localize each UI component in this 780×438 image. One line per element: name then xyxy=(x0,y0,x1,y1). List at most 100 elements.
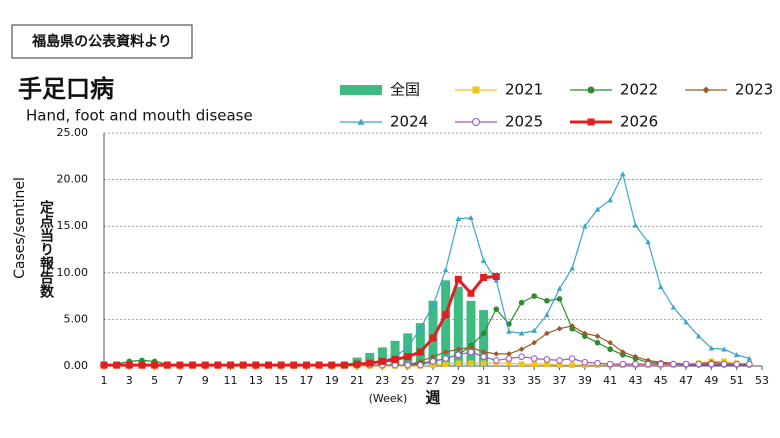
point xyxy=(544,311,550,317)
x-tick-label: 29 xyxy=(451,374,465,387)
y-tick-label: 0.00 xyxy=(64,359,89,372)
bar xyxy=(390,340,400,366)
point xyxy=(530,355,538,362)
legend-label: 2026 xyxy=(620,113,658,131)
legend-swatch xyxy=(340,85,382,95)
x-tick-label: 31 xyxy=(477,374,491,387)
point xyxy=(594,333,601,339)
point xyxy=(430,302,436,308)
point xyxy=(518,353,525,360)
point xyxy=(468,344,474,351)
point xyxy=(632,353,639,360)
point xyxy=(480,360,487,367)
point xyxy=(543,356,551,363)
point xyxy=(417,361,424,369)
point xyxy=(176,361,184,369)
x-tick-label: 5 xyxy=(151,374,158,387)
x-tick-label: 27 xyxy=(426,374,440,387)
point xyxy=(480,353,487,360)
point xyxy=(239,361,247,369)
point xyxy=(645,239,651,245)
point xyxy=(506,360,512,367)
legend-marker xyxy=(587,118,595,126)
x-axis-label: (Week) xyxy=(369,392,408,405)
bar xyxy=(466,300,476,366)
chart-subtitle: Hand, foot and mouth disease xyxy=(26,107,253,125)
point xyxy=(632,222,639,228)
point xyxy=(429,358,437,365)
point xyxy=(632,360,639,368)
point xyxy=(582,330,588,337)
point xyxy=(265,361,272,369)
x-tick-label: 49 xyxy=(704,374,718,387)
legend-label: 2024 xyxy=(390,113,428,131)
point xyxy=(620,349,626,355)
point xyxy=(493,306,500,312)
point xyxy=(493,351,500,357)
point xyxy=(606,360,614,368)
legend-label: 2023 xyxy=(735,81,773,99)
x-tick-label: 47 xyxy=(679,374,693,387)
point xyxy=(454,275,462,283)
point xyxy=(467,289,475,297)
point xyxy=(290,361,298,369)
point xyxy=(531,293,538,299)
point xyxy=(505,355,513,362)
x-tick-label: 11 xyxy=(224,374,238,387)
x-tick-label: 17 xyxy=(299,374,313,387)
series-line xyxy=(103,295,750,366)
point xyxy=(125,361,133,369)
point xyxy=(594,206,601,212)
point xyxy=(670,304,677,310)
x-tick-label: 19 xyxy=(325,374,339,387)
y-tick-label: 20.00 xyxy=(57,173,89,186)
y-tick-label: 5.00 xyxy=(64,312,89,325)
point xyxy=(227,361,235,369)
point xyxy=(518,299,525,306)
bar xyxy=(441,280,451,366)
point xyxy=(556,357,563,364)
point xyxy=(518,330,525,336)
point xyxy=(544,330,550,337)
point xyxy=(607,346,613,353)
point xyxy=(746,355,753,361)
bar xyxy=(415,323,425,366)
point xyxy=(682,360,690,368)
point xyxy=(468,215,474,221)
x-tick-label: 15 xyxy=(274,374,288,387)
point xyxy=(556,285,563,291)
x-tick-label: 35 xyxy=(527,374,541,387)
point xyxy=(492,357,500,364)
point xyxy=(468,360,474,367)
point xyxy=(467,348,475,356)
point xyxy=(340,361,348,369)
point xyxy=(569,362,575,368)
point xyxy=(569,323,575,329)
point xyxy=(620,171,626,177)
point xyxy=(163,361,171,369)
point xyxy=(480,330,487,337)
x-tick-label: 7 xyxy=(176,374,183,387)
point xyxy=(568,355,576,362)
x-tick-label: 13 xyxy=(249,374,263,387)
legend-marker xyxy=(587,86,595,94)
point xyxy=(721,346,727,352)
point xyxy=(594,359,601,367)
point xyxy=(582,223,588,229)
point xyxy=(455,360,462,367)
point xyxy=(442,349,449,355)
point xyxy=(302,361,310,369)
point xyxy=(480,257,487,263)
point xyxy=(442,267,449,273)
y-tick-label: 15.00 xyxy=(57,219,89,232)
point xyxy=(442,361,449,367)
point xyxy=(720,360,728,368)
point xyxy=(442,311,450,319)
point xyxy=(404,353,412,361)
x-tick-label: 3 xyxy=(126,374,133,387)
bar xyxy=(377,347,387,366)
point xyxy=(455,215,462,221)
point xyxy=(695,333,702,339)
point xyxy=(506,351,512,357)
legend-marker xyxy=(472,86,480,94)
